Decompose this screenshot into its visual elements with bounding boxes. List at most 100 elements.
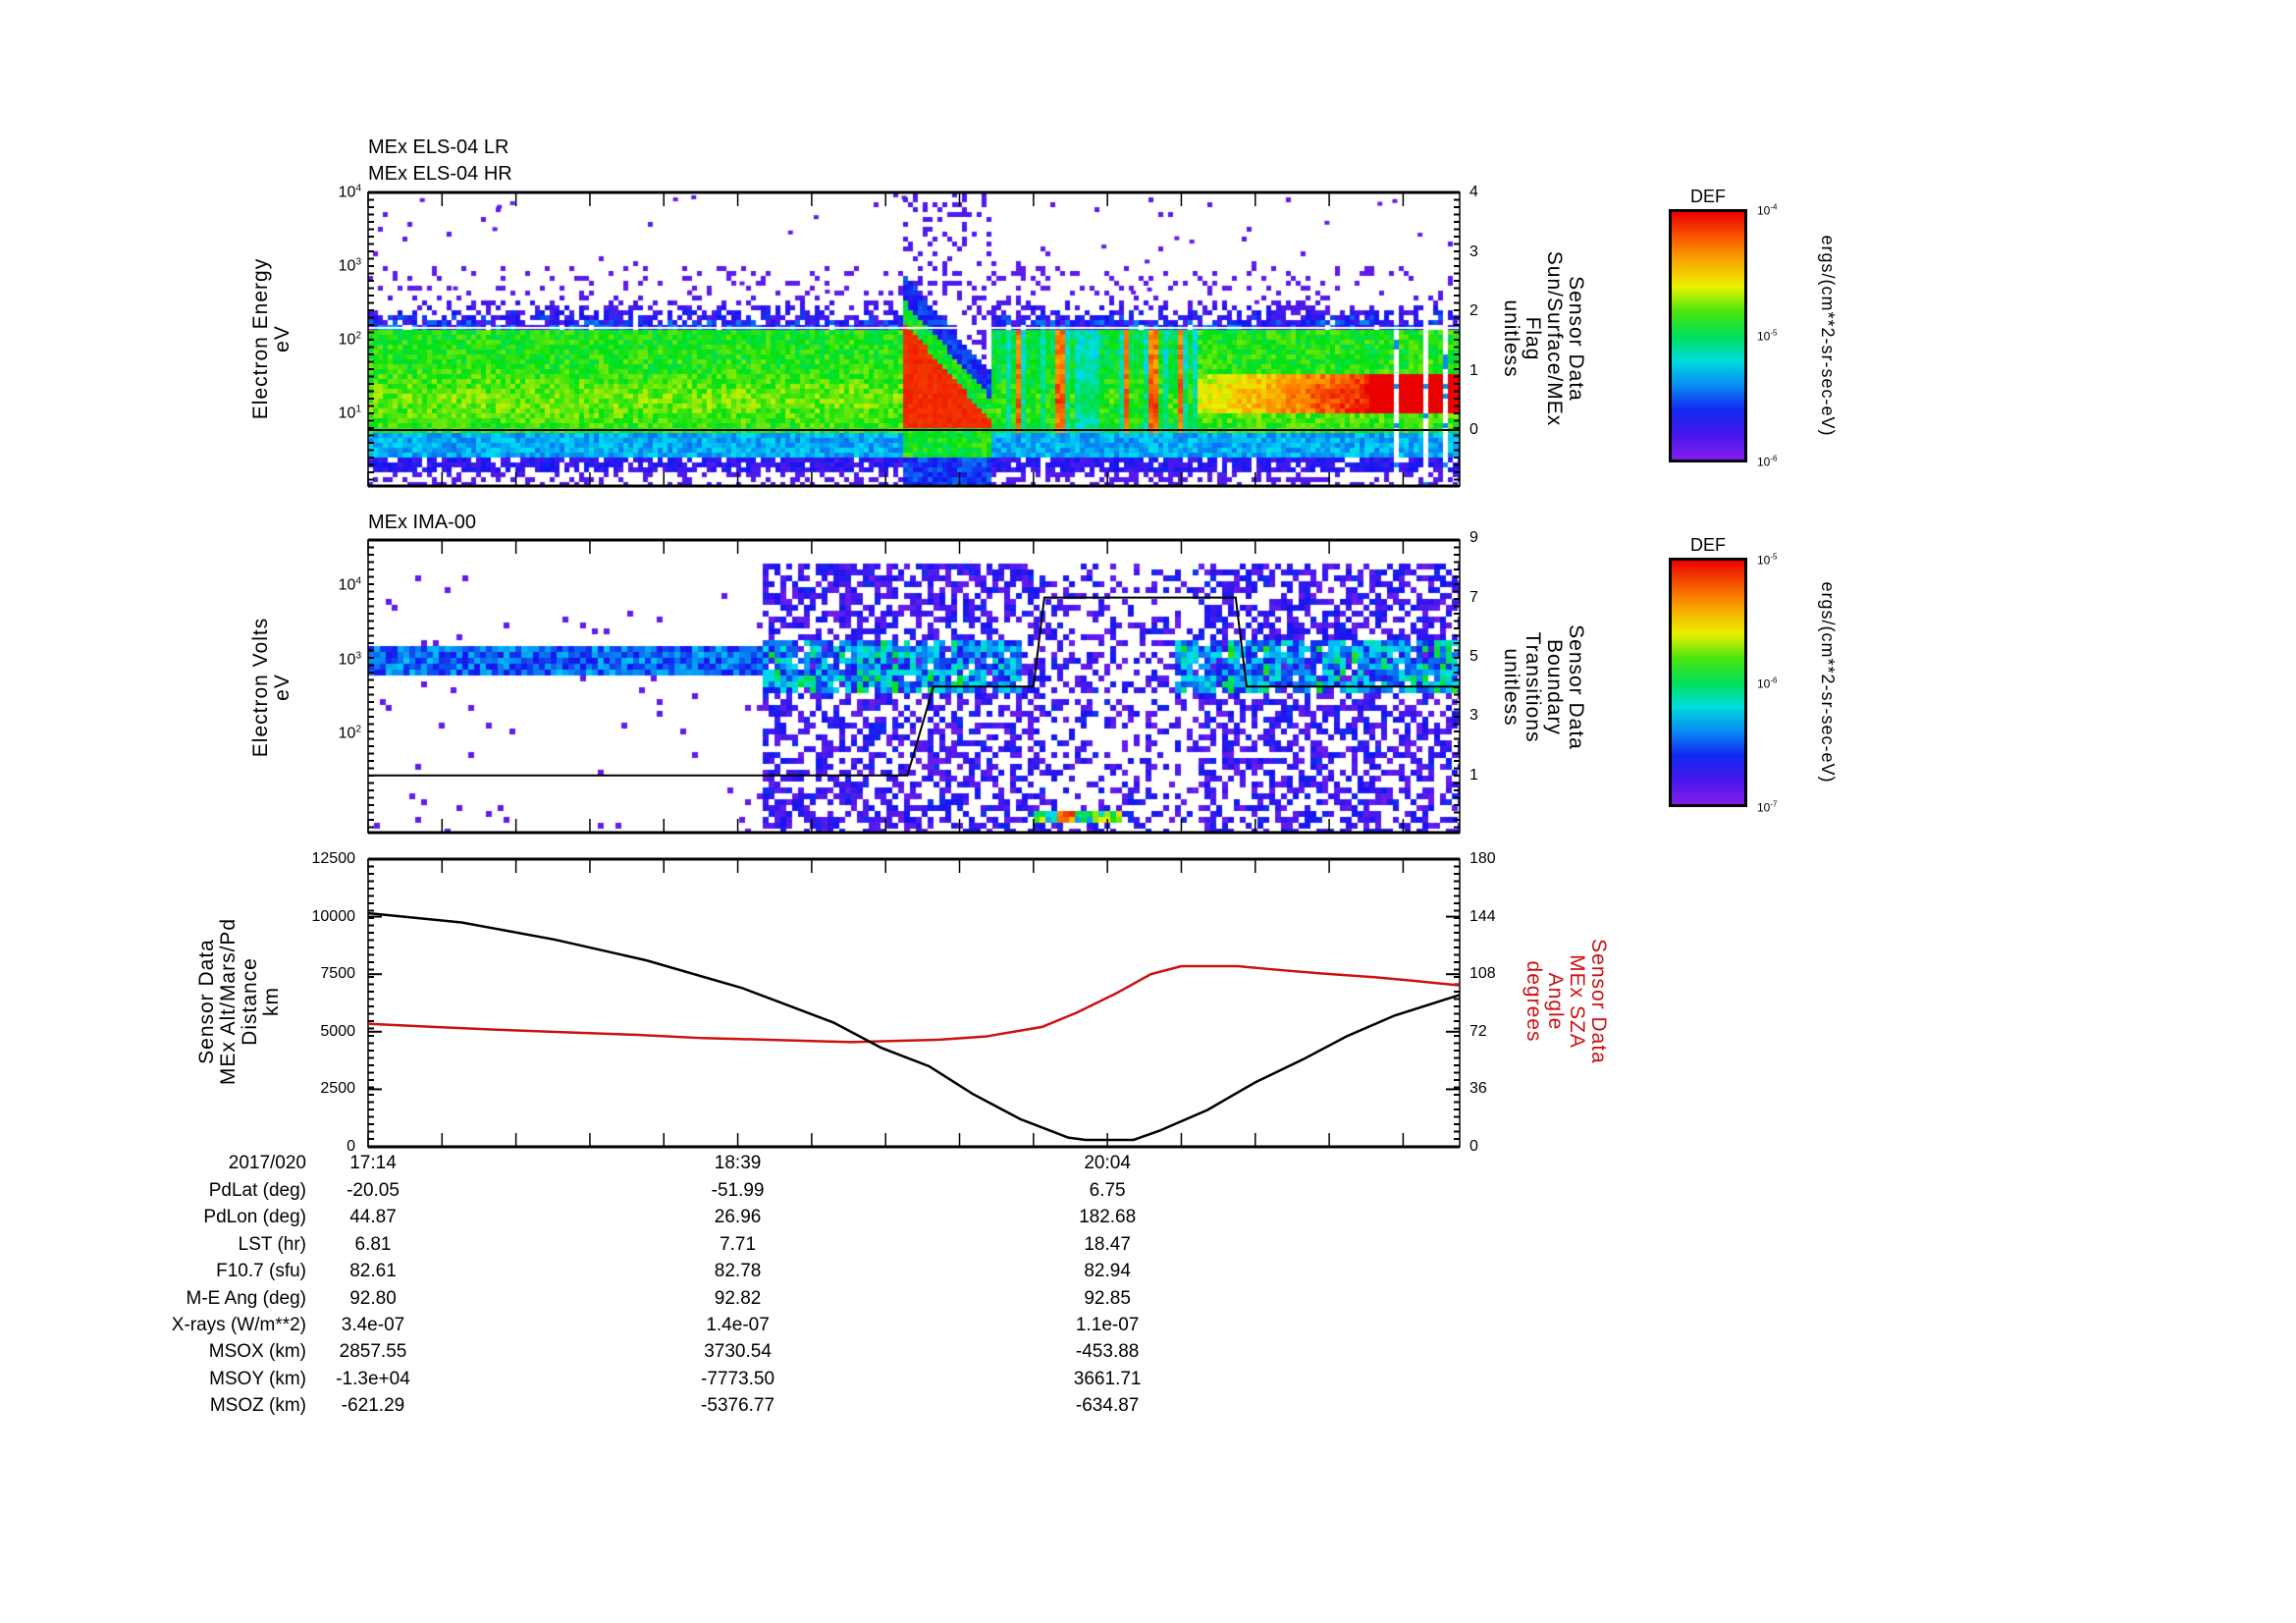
time-label: 18:39 [714,1153,762,1173]
date-label: 2017/020 [228,1153,306,1173]
ima-ytick-right: 9 [1469,529,1478,547]
els-ytick-left-base: 10 [338,257,356,275]
altitude-line [367,911,1461,1142]
sza-ytick-right: 36 [1469,1080,1487,1098]
ima-colorbar-title: DEF [1690,535,1726,555]
ima-ytick-left-exp: 4 [355,575,361,587]
ephemeris-value: -634.87 [1075,1395,1140,1417]
ephemeris-value: -621.29 [341,1395,405,1417]
els-frame [367,191,1461,487]
els-ytick-right: 4 [1469,184,1478,200]
ephemeris-value: 6.75 [1089,1180,1126,1201]
label-line: Angle [1544,972,1567,1031]
ephemeris-row-label: MSOX (km) [208,1341,306,1363]
alt-ylabel: Sensor Data MEx Alt/Mars/Pd Distance km [195,917,283,1086]
ima-colorbar [1669,558,1747,807]
els-colorbar-title: DEF [1690,187,1726,206]
ephemeris-value: -7773.50 [701,1368,775,1389]
ephemeris-value: 1.1e-07 [1075,1315,1140,1335]
ima-colorbar-tick-base: 10 [1757,553,1771,568]
ephemeris-value: 26.96 [714,1207,762,1228]
ima-ytick-left: 102 [339,724,361,742]
label-line: km [260,987,283,1017]
ephemeris-value: -51.99 [711,1180,765,1201]
els-colorbar-tick-exp: -5 [1770,328,1778,338]
ephemeris-row-label: MSOZ (km) [209,1395,306,1417]
ima-colorbar-tick-exp: -6 [1770,676,1778,685]
boundary-transition-line [368,596,1460,777]
ephemeris-value: 2857.55 [339,1341,407,1363]
ima-ytick-left-base: 10 [338,725,356,742]
label-line: MEx SZA [1566,954,1588,1049]
alt-ytick-left: 5000 [320,1022,355,1040]
ima-ylabel: Electron Volts eV [249,617,294,758]
els-ytick-left-base: 10 [338,405,356,422]
ima-colorbar-tick-base: 10 [1757,800,1771,815]
els-ytick-left: 104 [339,183,361,201]
ima-colorbar-units: ergs/(cm**2-sr-sec-eV) [1818,581,1838,784]
sza-ytick-right: 0 [1469,1138,1478,1155]
ima-ytick-left-exp: 2 [355,724,361,735]
ephemeris-value: 7.71 [720,1233,757,1255]
ima-colorbar-tick: 10-6 [1757,676,1777,691]
els-colorbar-tick-base: 10 [1757,203,1771,218]
els-ytick-left-exp: 4 [355,183,361,194]
ima-ytick-right: 7 [1469,588,1478,606]
ephemeris-value: 1.4e-07 [706,1315,770,1335]
ephemeris-row-label: PdLat (deg) [208,1180,306,1201]
ima-ytick-left-exp: 3 [355,649,361,661]
els-ytick-left-base: 10 [338,184,356,201]
els-ytick-left-base: 10 [338,331,356,349]
ima-colorbar-tick-exp: -5 [1770,552,1778,562]
ima-colorbar-tick: 10-5 [1757,553,1777,568]
ephemeris-row-label: MSOY (km) [209,1368,306,1389]
ima-ytick-right: 1 [1469,766,1478,784]
alt-ytick-left: 10000 [311,907,356,925]
els-colorbar [1669,209,1747,462]
label-line: MEx Alt/Mars/Pd [217,917,240,1086]
ephemeris-value: 82.61 [349,1261,397,1282]
ima-ylabel-right: Sensor Data Boundary Transitions unitless [1500,624,1587,750]
els-colorbar-tick-exp: -4 [1770,202,1778,212]
alt-frame [367,858,1461,1148]
ima-colorbar-tick: 10-7 [1757,800,1777,815]
label-line: Flag [1522,316,1544,361]
alt-ytick-left: 2500 [320,1080,355,1098]
els-ytick-left-exp: 1 [355,404,361,415]
label-line: Transitions [1522,631,1544,743]
label-line: Electron Volts [249,617,272,758]
ima-colorbar-tick-exp: -7 [1770,799,1778,809]
ima-ytick-left: 104 [339,575,361,594]
els-ytick-left-exp: 3 [355,256,361,268]
els-ytick-left: 101 [339,404,361,422]
sza-ytick-right: 180 [1469,850,1496,867]
els-colorbar-tick: 10-6 [1757,455,1777,469]
ephemeris-row-label: LST (hr) [238,1233,306,1255]
time-label: 17:14 [349,1153,397,1173]
sza-ytick-right: 144 [1469,907,1496,925]
els-colorbar-tick: 10-5 [1757,329,1777,344]
ephemeris-value: 18.47 [1084,1233,1131,1255]
ima-title: MEx IMA-00 [368,512,477,533]
ima-ytick-left: 103 [339,650,361,669]
sza-ytick-right: 108 [1469,965,1496,983]
label-line: unitless [1500,299,1522,378]
els-ylabel-line: Electron Energy [249,257,272,420]
ephemeris-row-label: X-rays (W/m**2) [171,1315,306,1335]
ephemeris-value: 44.87 [349,1207,397,1228]
ephemeris-value: -1.3e+04 [336,1368,410,1389]
sza-line [367,964,1461,1044]
label-line: Sensor Data [1587,939,1610,1064]
ephemeris-value: -5376.77 [701,1395,775,1417]
els-ytick-right: 0 [1469,421,1478,438]
els-ytick-right: 1 [1469,361,1478,379]
time-label: 20:04 [1084,1153,1131,1173]
sza-ylabel-right: Sensor Data MEx SZA Angle degrees [1522,939,1610,1064]
label-line: Distance [239,957,261,1046]
els-ytick-right: 2 [1469,302,1478,319]
label-line: Sensor Data [1565,624,1587,750]
alt-ytick-left: 0 [347,1138,355,1155]
label-line: Sensor Data [195,939,218,1064]
els-colorbar-tick-base: 10 [1757,329,1771,344]
